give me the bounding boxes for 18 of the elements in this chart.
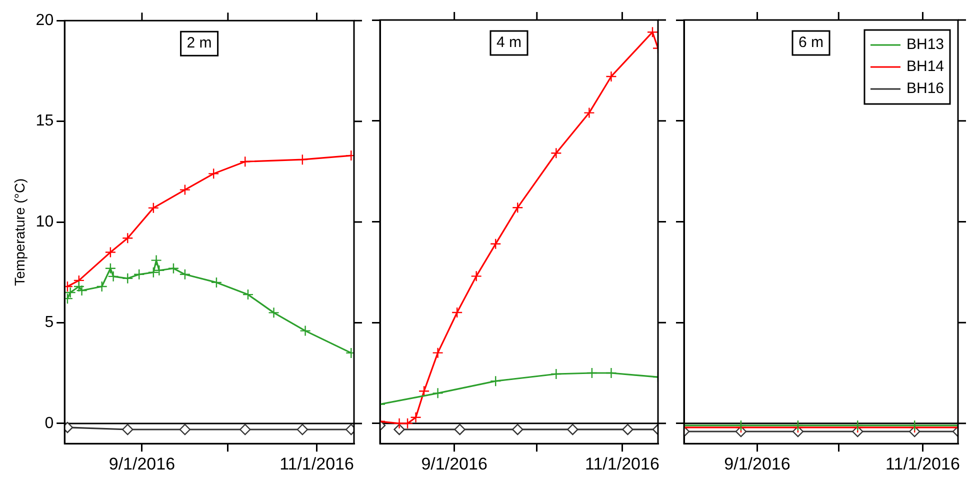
text: 6 m [798,34,824,52]
x-tick-label: 9/1/2016 [421,454,488,474]
y-tick-label: 5 [44,314,54,332]
legend-label: BH14 [906,58,944,76]
y-tick-label: 20 [36,12,54,30]
x-tick-label: 9/1/2016 [108,454,176,474]
x-tick-label: 11/1/2016 [280,454,354,474]
text: 4 m [496,34,522,52]
x-tick-label: 11/1/2016 [585,454,660,474]
legend-label: BH16 [906,80,944,98]
x-tick-label: 11/1/2016 [886,454,960,474]
text: 2 m [186,34,212,52]
y-tick-label: 10 [36,213,54,230]
x-tick-label: 9/1/2016 [724,454,790,474]
y-axis-title: Temperature (°C) [11,178,28,286]
y-tick-label: 15 [36,112,54,130]
legend-label: BH13 [906,36,944,54]
y-tick-label: 0 [44,414,54,432]
